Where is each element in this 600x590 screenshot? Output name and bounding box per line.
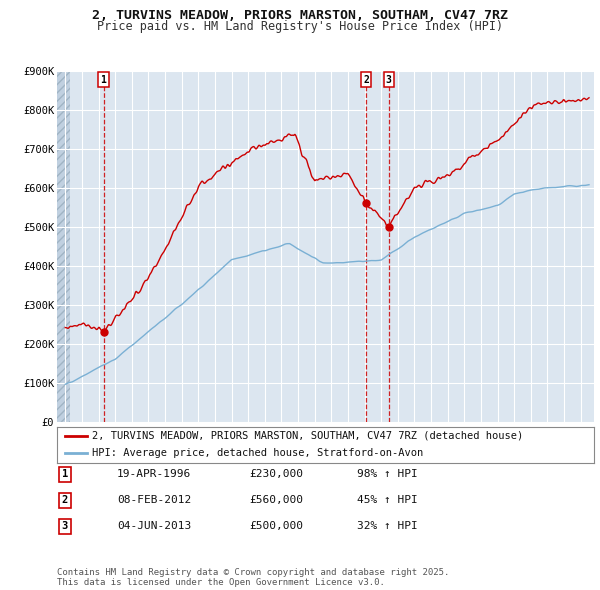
Text: 1: 1 (62, 470, 68, 479)
Text: £500,000: £500,000 (249, 522, 303, 531)
Text: 2, TURVINS MEADOW, PRIORS MARSTON, SOUTHAM, CV47 7RZ (detached house): 2, TURVINS MEADOW, PRIORS MARSTON, SOUTH… (92, 431, 523, 441)
Text: 32% ↑ HPI: 32% ↑ HPI (357, 522, 418, 531)
Text: 2: 2 (62, 496, 68, 505)
Text: 2: 2 (363, 74, 369, 84)
Text: 3: 3 (62, 522, 68, 531)
Bar (57, 71, 70, 422)
Text: £560,000: £560,000 (249, 496, 303, 505)
Text: HPI: Average price, detached house, Stratford-on-Avon: HPI: Average price, detached house, Stra… (92, 448, 423, 458)
Text: 08-FEB-2012: 08-FEB-2012 (117, 496, 191, 505)
Text: 2, TURVINS MEADOW, PRIORS MARSTON, SOUTHAM, CV47 7RZ: 2, TURVINS MEADOW, PRIORS MARSTON, SOUTH… (92, 9, 508, 22)
Text: 45% ↑ HPI: 45% ↑ HPI (357, 496, 418, 505)
Text: 04-JUN-2013: 04-JUN-2013 (117, 522, 191, 531)
Text: 3: 3 (386, 74, 392, 84)
Text: Price paid vs. HM Land Registry's House Price Index (HPI): Price paid vs. HM Land Registry's House … (97, 20, 503, 33)
Text: 1: 1 (101, 74, 106, 84)
Text: 19-APR-1996: 19-APR-1996 (117, 470, 191, 479)
Text: Contains HM Land Registry data © Crown copyright and database right 2025.
This d: Contains HM Land Registry data © Crown c… (57, 568, 449, 587)
Text: 98% ↑ HPI: 98% ↑ HPI (357, 470, 418, 479)
Text: £230,000: £230,000 (249, 470, 303, 479)
